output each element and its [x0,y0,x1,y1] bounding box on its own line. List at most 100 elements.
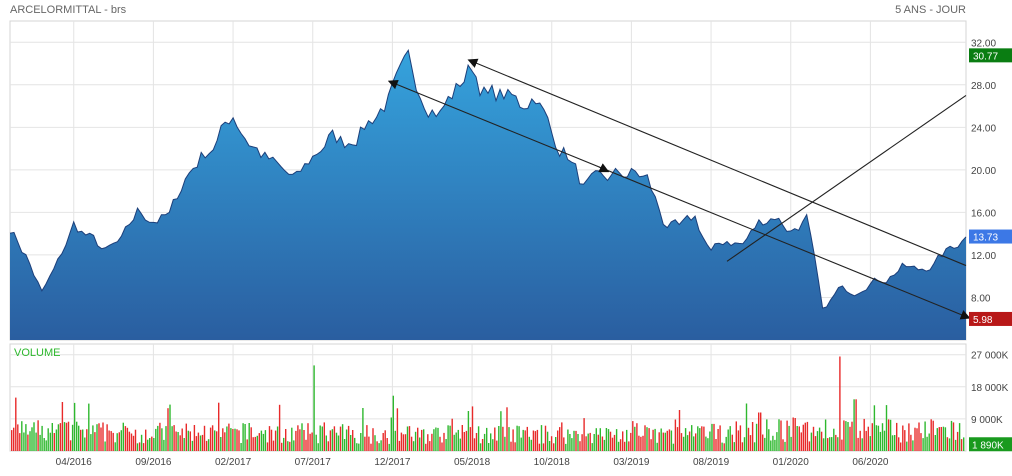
volume-bar [281,442,283,451]
volume-bar [423,429,425,451]
volume-bar [287,441,289,451]
volume-bar [276,426,279,451]
volume-bar [920,433,922,451]
volume-bar [179,435,181,451]
volume-bar [676,427,679,451]
volume-bar [230,428,232,451]
volume-bar [67,421,70,451]
volume-bar [555,437,557,451]
volume-bar [163,439,165,451]
volume-bar [577,434,579,451]
volume-bar [804,422,806,451]
volume-bar [325,435,327,451]
volume-bar [869,436,871,451]
x-tick-label: 03/2019 [613,457,650,468]
volume-bar [124,426,127,451]
volume-bar [396,408,399,451]
volume-bar [439,436,441,451]
volume-bar [126,427,129,451]
volume-bar [431,433,433,451]
volume-bar [394,430,396,451]
volume-bar [41,425,43,451]
volume-bar [191,440,194,451]
volume-bar [512,429,514,451]
x-tick-label: 06/2020 [852,457,889,468]
volume-bar [940,427,942,451]
volume-bar [814,436,817,451]
volume-bar [727,429,729,451]
volume-bar [697,426,699,451]
volume-bar [425,443,427,451]
volume-bar [335,432,338,451]
volume-bar [205,440,208,451]
volume-bar [879,431,882,451]
volume-bar [319,425,321,451]
volume-bar [368,436,370,451]
volume-bar [843,420,845,451]
volume-bar [388,443,390,451]
volume-bar [569,434,571,451]
volume-bar [183,438,185,451]
volume-bar [883,430,886,451]
volume-bar [737,430,740,451]
volume-bar [459,438,461,451]
volume-bar [449,425,451,451]
volume-bar [106,424,108,451]
volume-bar [636,423,638,451]
volume-bar [581,434,583,451]
volume-bar [952,422,955,451]
volume-bar [345,429,348,451]
volume-bar [877,425,880,451]
volume-bar [950,420,953,451]
x-tick-label: 01/2020 [773,457,810,468]
volume-bar [626,429,628,451]
volume-bar [926,436,928,451]
volume-bar [534,431,537,451]
volume-bar [92,425,94,451]
volume-bar [187,430,189,451]
volume-bar [589,432,591,451]
volume-bar [73,402,76,451]
volume-bar [94,432,96,451]
volume-bar [902,425,904,451]
volume-bar [532,430,535,451]
trendline-3 [726,94,967,262]
volume-bar [222,428,224,451]
volume-bar [492,439,494,451]
volume-bar [193,425,196,451]
volume-bar [33,422,35,451]
volume-bar [80,429,82,451]
volume-bar [642,435,644,451]
volume-bar [960,439,963,451]
x-tick-label: 02/2017 [215,457,252,468]
volume-y-tick-label: 9 000K [971,415,1003,426]
volume-bar [76,421,78,451]
volume-bar [136,443,139,451]
volume-bar [747,427,750,451]
volume-bar [792,417,794,451]
volume-bar [871,423,873,451]
volume-bar [717,429,719,451]
price-y-tick-label: 16.00 [971,208,996,219]
volume-bar [786,420,788,451]
volume-bar [384,430,386,451]
volume-bar [930,419,932,451]
volume-bar [321,426,323,451]
volume-bar [516,425,518,451]
volume-bar [433,429,435,451]
volume-bar [707,438,709,451]
volume-bar [488,443,490,451]
volume-bar [78,425,80,451]
volume-bar [264,430,267,451]
price-y-tick-label: 32.00 [971,38,996,49]
volume-badge [969,437,1012,452]
x-tick-label: 04/2016 [56,457,93,468]
volume-bar [849,426,851,451]
volume-bar [252,437,254,451]
volume-bar [764,437,766,451]
volume-bar [134,429,137,451]
volume-bar [553,443,555,451]
volume-bar [963,437,965,451]
trendlines [387,58,971,320]
volume-bar [266,442,269,451]
